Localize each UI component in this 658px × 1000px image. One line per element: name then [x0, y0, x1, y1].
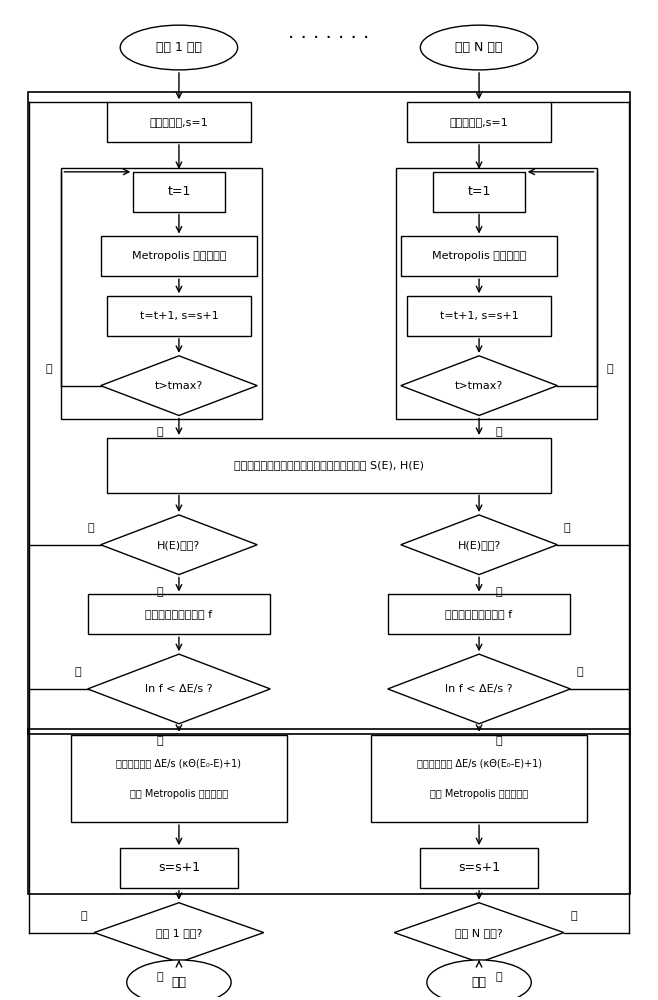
Ellipse shape	[427, 960, 531, 1000]
Text: 否: 否	[577, 667, 584, 677]
FancyBboxPatch shape	[107, 296, 251, 336]
Text: 是: 是	[156, 587, 163, 597]
Text: 是: 是	[156, 736, 163, 746]
Text: 进程 N 结束?: 进程 N 结束?	[455, 928, 503, 938]
Text: . . . . . . .: . . . . . . .	[288, 23, 370, 42]
Text: 否: 否	[570, 911, 577, 921]
Text: t=1: t=1	[467, 185, 491, 198]
Text: 否: 否	[606, 364, 613, 374]
Text: s=s+1: s=s+1	[158, 861, 200, 874]
Polygon shape	[401, 356, 557, 415]
Ellipse shape	[420, 25, 538, 70]
Polygon shape	[401, 515, 557, 575]
Text: s=s+1: s=s+1	[458, 861, 500, 874]
FancyBboxPatch shape	[407, 296, 551, 336]
Text: t=t+1, s=s+1: t=t+1, s=s+1	[139, 311, 218, 321]
Text: 是: 是	[495, 427, 502, 437]
Ellipse shape	[120, 25, 238, 70]
Text: 是: 是	[495, 587, 502, 597]
Polygon shape	[394, 903, 564, 962]
Text: 使用修正因子 ΔE/s (κΘ(E₀-E)+1): 使用修正因子 ΔE/s (κΘ(E₀-E)+1)	[417, 758, 542, 768]
Text: t=t+1, s=s+1: t=t+1, s=s+1	[440, 311, 519, 321]
FancyBboxPatch shape	[388, 594, 570, 634]
Text: Metropolis 式随机游动: Metropolis 式随机游动	[432, 251, 526, 261]
Polygon shape	[388, 654, 570, 724]
FancyBboxPatch shape	[434, 172, 524, 212]
Text: 进行 Metropolis 式随机游动: 进行 Metropolis 式随机游动	[430, 789, 528, 799]
Text: t>tmax?: t>tmax?	[455, 381, 503, 391]
Text: 结束: 结束	[172, 976, 186, 989]
Text: Metropolis 式随机游动: Metropolis 式随机游动	[132, 251, 226, 261]
FancyBboxPatch shape	[120, 848, 238, 888]
Polygon shape	[101, 515, 257, 575]
Text: 否: 否	[45, 364, 52, 374]
Text: 否: 否	[564, 523, 570, 533]
Text: 进程 N 开始: 进程 N 开始	[455, 41, 503, 54]
Text: 使用修正因子 ΔE/s (κΘ(E₀-E)+1): 使用修正因子 ΔE/s (κΘ(E₀-E)+1)	[116, 758, 241, 768]
FancyBboxPatch shape	[88, 594, 270, 634]
Text: ln f < ΔE/s ?: ln f < ΔE/s ?	[145, 684, 213, 694]
Text: 进程 1 结束?: 进程 1 结束?	[156, 928, 202, 938]
Text: 初始化参数,s=1: 初始化参数,s=1	[149, 117, 209, 127]
Text: 否: 否	[81, 911, 88, 921]
Text: 是: 是	[495, 972, 502, 982]
Text: 是: 是	[495, 736, 502, 746]
Text: 否: 否	[74, 667, 81, 677]
Text: H(E)平缓?: H(E)平缓?	[457, 540, 501, 550]
Text: 所有进程间相互通信，计算和更新得到全局的 S(E), H(E): 所有进程间相互通信，计算和更新得到全局的 S(E), H(E)	[234, 460, 424, 470]
FancyBboxPatch shape	[134, 172, 224, 212]
Polygon shape	[101, 356, 257, 415]
Text: 按方式改变修正因子 f: 按方式改变修正因子 f	[445, 609, 513, 619]
FancyBboxPatch shape	[107, 102, 251, 142]
Text: 初始化参数,s=1: 初始化参数,s=1	[449, 117, 509, 127]
Text: 否: 否	[88, 523, 94, 533]
Ellipse shape	[127, 960, 231, 1000]
Text: 按方式改变修正因子 f: 按方式改变修正因子 f	[145, 609, 213, 619]
Polygon shape	[88, 654, 270, 724]
FancyBboxPatch shape	[107, 438, 551, 493]
FancyBboxPatch shape	[420, 848, 538, 888]
Text: t=1: t=1	[167, 185, 191, 198]
FancyBboxPatch shape	[101, 236, 257, 276]
Text: H(E)平缓?: H(E)平缓?	[157, 540, 201, 550]
FancyBboxPatch shape	[71, 735, 287, 822]
Polygon shape	[94, 903, 264, 962]
FancyBboxPatch shape	[371, 735, 587, 822]
Text: t>tmax?: t>tmax?	[155, 381, 203, 391]
FancyBboxPatch shape	[407, 102, 551, 142]
Text: 是: 是	[156, 427, 163, 437]
Text: ln f < ΔE/s ?: ln f < ΔE/s ?	[445, 684, 513, 694]
FancyBboxPatch shape	[401, 236, 557, 276]
Text: 进程 1 开始: 进程 1 开始	[156, 41, 202, 54]
Text: 是: 是	[156, 972, 163, 982]
Text: 进行 Metropolis 式随机游动: 进行 Metropolis 式随机游动	[130, 789, 228, 799]
Text: 结束: 结束	[472, 976, 486, 989]
